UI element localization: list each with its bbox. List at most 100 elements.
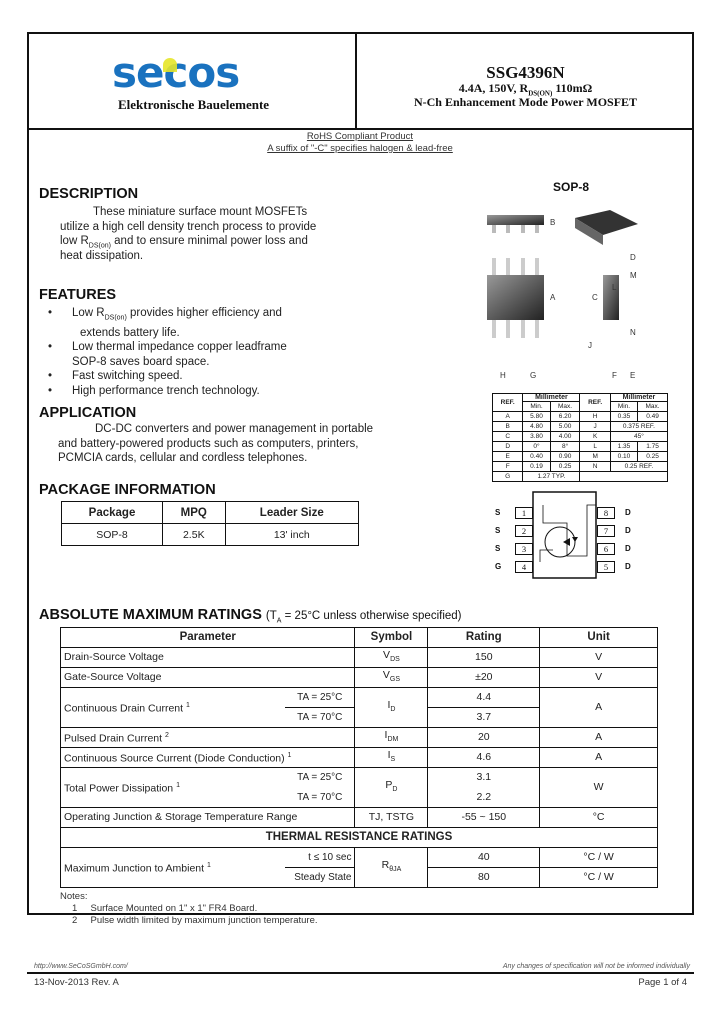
description-line: utilize a high cell density trench proce… [60,220,317,233]
col-header: REF. [491,393,524,412]
cell: TJ, TSTG [354,807,429,828]
svg-text:G: G [530,371,536,380]
cell: 1.27 TYP. [522,471,581,482]
pin-number: 2 [515,525,533,537]
description-line: low RDS(on) and to ensure minimal power … [60,235,308,250]
cell: E [491,451,524,462]
cell: RθJA [354,847,429,888]
cell: 0.19 [522,461,551,472]
pin-label: D [625,526,631,535]
part-description: N-Ch Enhancement Mode Power MOSFET [413,95,638,109]
table-row: Total Power Dissipation 1 TA = 25°C PD 3.1 W [60,767,658,808]
cell: 0.10 [609,451,639,462]
part-number: SSG4396N [486,63,565,82]
svg-text:F: F [612,371,617,380]
table-row: Drain-Source Voltage VDS 150 V [59,647,658,668]
cell: A [539,687,658,728]
cell: Continuous Source Current (Diode Conduct… [59,747,356,768]
page-frame [27,32,694,915]
revision-date: 13-Nov-2013 Rev. A [34,977,119,988]
cell: C [491,431,524,442]
note-2: 2 Pulse width limited by maximum junctio… [72,915,318,926]
cell: 13' inch [224,523,360,546]
page-number: Page 1 of 4 [638,977,687,988]
logo-accent-icon [163,58,177,72]
col-header: Leader Size [224,501,360,524]
thermal-heading: THERMAL RESISTANCE RATINGS [60,827,658,848]
col-header: Millimeter [609,393,669,402]
table-row: Continuous Drain Current 1 TA = 25°C ID 4.4… [60,687,658,728]
pin-number: 4 [515,561,533,573]
cell: TA = 70°C [285,787,356,808]
pin-number: 8 [597,507,615,519]
cell: 5.80 [522,411,551,422]
col-header: Millimeter [522,393,581,402]
drawing-title: SOP-8 [553,180,590,194]
cell: 2.2 [427,787,541,808]
feature-item: Low RDS(on) provides higher efficiency a… [48,306,287,340]
cell: A [491,411,524,422]
sub-header: Min. [609,401,639,412]
table-row: B 4.80 5.00 J 0.375 REF. [491,421,669,432]
cell: K [579,431,611,442]
table-row: F 0.19 0.25 N 0.25 REF. [491,461,669,472]
pin-label: S [495,544,501,553]
header-vertical-divider [355,32,357,129]
features-heading: FEATURES [39,287,117,303]
cell: 4.80 [522,421,551,432]
cell: 0.40 [522,451,551,462]
sop8-package-drawing: B A C L M N H G F E D J [487,210,638,380]
package-info-table: Package MPQ Leader Size SOP-8 2.5K 13' inch [60,501,360,546]
pin-label: D [625,562,631,571]
table-row: Steady State 80 °C / W [61,867,658,888]
sub-header: Min. [522,401,551,412]
cell: -55 ~ 150 [427,807,541,828]
package-info-heading: PACKAGE INFORMATION [39,482,216,498]
part-spec: 4.4A, 150V, RDS(ON) 110mΩ [458,81,593,98]
table-row: TA = 70°C 2.2 [61,787,658,808]
pin-label: G [495,562,502,571]
cell: Operating Junction & Storage Temperature… [59,807,356,828]
application-line: and battery-powered products such as com… [58,437,359,450]
cell: 40 [427,847,541,868]
footer-url[interactable]: http://www.SeCoSGmbH.com/ [34,963,128,970]
cell: IDM [354,727,429,748]
table-row: Gate-Source Voltage VGS ±20 V [59,667,658,688]
cell: SOP-8 [60,523,164,546]
cell: G [491,471,524,482]
pin-label: S [495,508,501,517]
cell: 0.375 REF. [609,421,669,432]
cell: L [579,441,611,452]
sub-header: Max. [637,401,668,412]
cell: V [539,667,658,688]
ratings-section: Parameter Symbol Rating Unit Drain-Source V… [59,627,658,927]
cell: 80 [427,867,541,888]
logo-subtitle: Elektronische Bauelemente [118,97,270,112]
cell: 4.00 [549,431,581,442]
pin-label: D [625,508,631,517]
cell: Drain-Source Voltage [59,647,356,668]
cell: 3.80 [522,431,551,442]
cell: N [579,461,611,472]
pin-label: D [625,544,631,553]
table-row: E 0.40 0.90 M 0.10 0.25 [491,451,668,462]
cell: TA = 25°C [285,687,356,708]
cell: V [539,647,658,668]
svg-text:N: N [630,328,636,337]
cell: ±20 [427,667,541,688]
col-header: Rating [427,627,541,648]
svg-text:D: D [630,253,636,262]
cell: 0.25 [637,451,668,462]
header-divider [27,128,694,130]
svg-text:L: L [612,283,617,292]
cell: Maximum Junction to Ambient 1 [60,847,286,888]
cell: °C / W [539,847,658,868]
cell: ID [354,687,429,728]
cell: 3.1 [427,767,541,788]
cell: F [491,461,524,472]
svg-text:B: B [550,218,555,227]
cell: M [579,451,611,462]
cell: 5.00 [549,421,581,432]
cell: 150 [427,647,541,668]
